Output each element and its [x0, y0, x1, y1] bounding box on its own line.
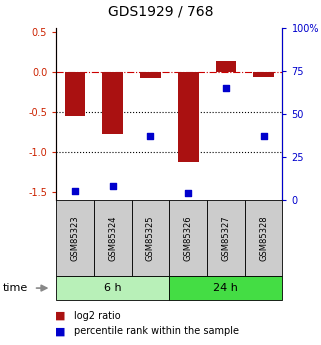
Text: GSM85324: GSM85324: [108, 215, 117, 261]
Bar: [253, 72, 274, 77]
Point: [186, 190, 191, 196]
Point: [73, 189, 78, 194]
Bar: [215, 61, 236, 72]
Text: GDS1929 / 768: GDS1929 / 768: [108, 4, 213, 18]
Point: [110, 184, 115, 189]
Point: [261, 134, 266, 139]
Text: ■: ■: [55, 326, 65, 336]
Text: GSM85326: GSM85326: [184, 215, 193, 261]
Text: log2 ratio: log2 ratio: [74, 311, 120, 321]
Text: 24 h: 24 h: [213, 283, 238, 293]
Text: time: time: [3, 283, 29, 293]
Text: ■: ■: [55, 311, 65, 321]
Bar: [65, 72, 85, 116]
Point: [223, 85, 229, 91]
Text: 6 h: 6 h: [104, 283, 122, 293]
Bar: [102, 72, 123, 134]
Bar: [140, 72, 161, 78]
Text: percentile rank within the sample: percentile rank within the sample: [74, 326, 239, 336]
Text: GSM85328: GSM85328: [259, 215, 268, 261]
Text: GSM85325: GSM85325: [146, 215, 155, 261]
Bar: [178, 72, 199, 162]
Text: GSM85323: GSM85323: [71, 215, 80, 261]
Point: [148, 134, 153, 139]
Text: GSM85327: GSM85327: [221, 215, 230, 261]
